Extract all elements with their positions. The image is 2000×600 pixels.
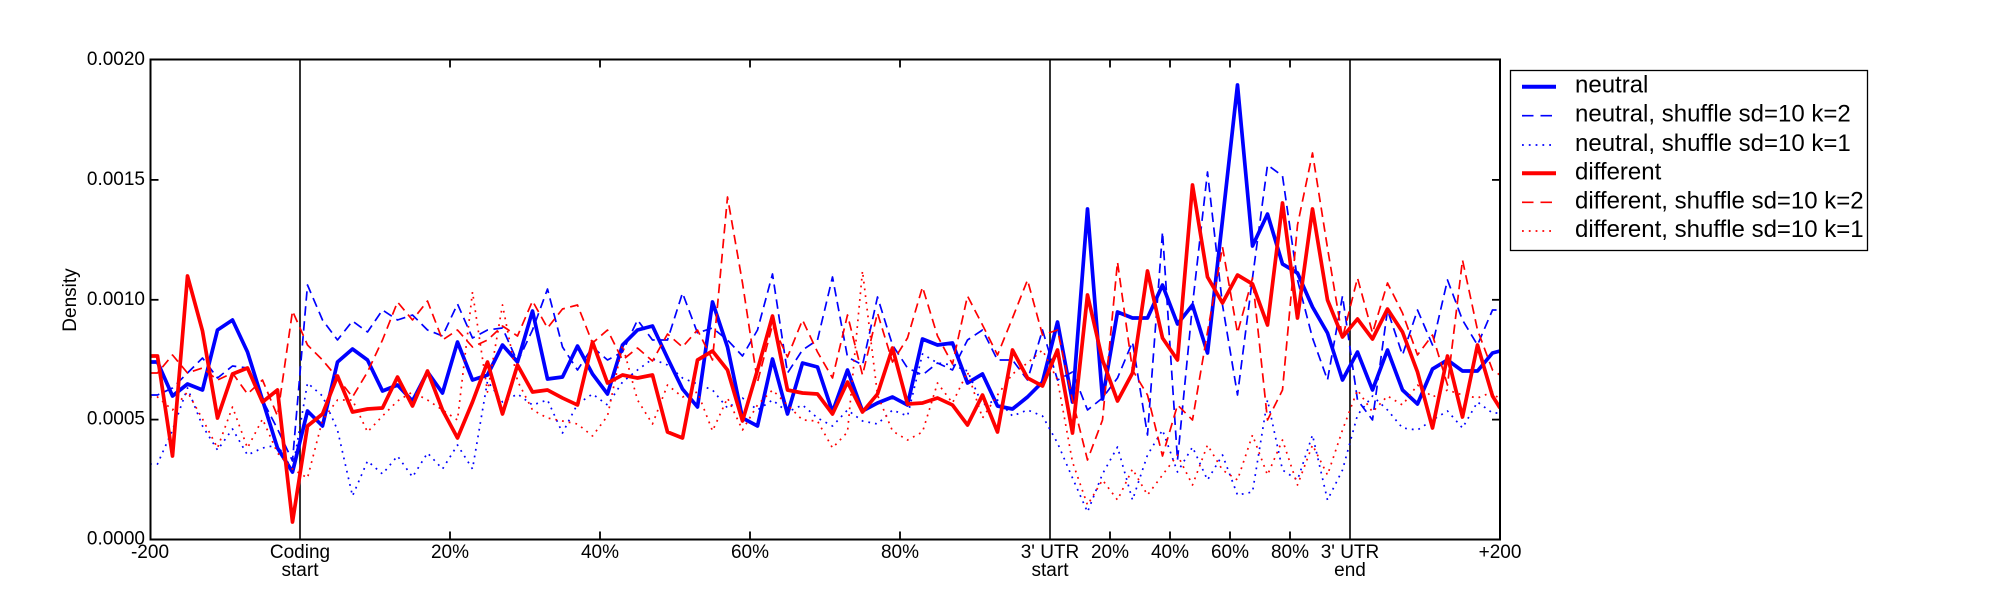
svg-text:0.0020: 0.0020 — [87, 49, 145, 70]
svg-text:neutral, shuffle sd=10 k=2: neutral, shuffle sd=10 k=2 — [1575, 101, 1851, 128]
svg-text:start: start — [282, 560, 320, 581]
svg-text:-200: -200 — [131, 542, 169, 563]
svg-text:0.0015: 0.0015 — [87, 169, 145, 190]
svg-text:40%: 40% — [1151, 542, 1189, 563]
svg-text:end: end — [1334, 560, 1366, 581]
svg-text:different, shuffle sd=10 k=2: different, shuffle sd=10 k=2 — [1575, 187, 1864, 214]
svg-text:Coding: Coding — [270, 542, 330, 563]
svg-text:3' UTR: 3' UTR — [1021, 542, 1080, 563]
svg-text:20%: 20% — [431, 542, 469, 563]
svg-text:neutral, shuffle sd=10 k=1: neutral, shuffle sd=10 k=1 — [1575, 130, 1851, 157]
svg-text:0.0005: 0.0005 — [87, 409, 145, 430]
svg-text:different, shuffle sd=10 k=1: different, shuffle sd=10 k=1 — [1575, 216, 1864, 243]
svg-text:60%: 60% — [1211, 542, 1249, 563]
svg-text:80%: 80% — [881, 542, 919, 563]
svg-text:0.0010: 0.0010 — [87, 289, 145, 310]
svg-text:different: different — [1575, 158, 1662, 185]
svg-text:3' UTR: 3' UTR — [1321, 542, 1380, 563]
svg-text:+200: +200 — [1479, 542, 1522, 563]
svg-text:neutral: neutral — [1575, 72, 1648, 99]
svg-text:start: start — [1032, 560, 1070, 581]
svg-text:20%: 20% — [1091, 542, 1129, 563]
svg-text:40%: 40% — [581, 542, 619, 563]
svg-text:0.0000: 0.0000 — [87, 529, 145, 550]
svg-text:Density: Density — [60, 268, 81, 332]
svg-text:80%: 80% — [1271, 542, 1309, 563]
svg-text:60%: 60% — [731, 542, 769, 563]
